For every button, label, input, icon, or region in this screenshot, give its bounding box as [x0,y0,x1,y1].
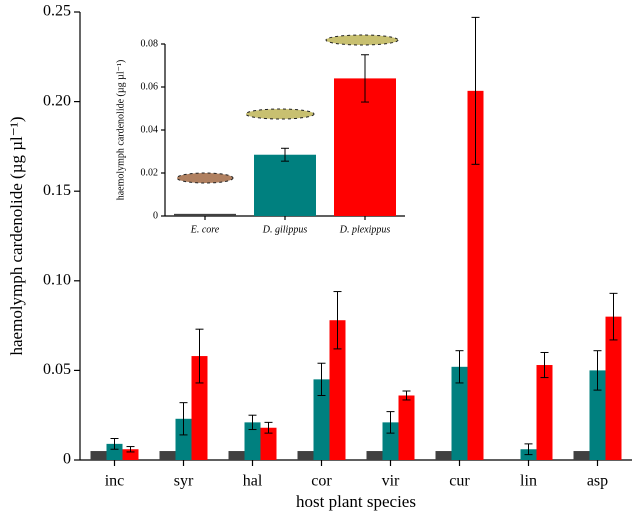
bar [589,370,606,460]
bar [159,451,176,460]
bar [297,451,314,460]
error-bar [471,16,480,165]
bar [398,395,415,460]
error-bar [524,443,533,456]
bar [260,427,277,460]
x-tick-label: syr [174,473,194,490]
x-tick-label: inc [105,473,125,490]
x-tick-label: asp [587,473,608,490]
y-axis-label: haemolymph cardenolide (µg µl⁻¹) [115,60,126,201]
error-bar [264,421,273,434]
caterpillar-illustration [176,172,234,184]
bar [573,451,590,460]
main-chart: 0 0.05 0.10 0.15 0.20 0.25 haemolymph cardenol… [7,3,632,511]
y-tick-label: 0.08 [141,38,159,49]
x-axis-label: host plant species [296,492,416,511]
caterpillar-illustration [325,34,399,46]
error-bar [317,362,326,396]
y-tick-label: 0 [153,210,158,221]
bar [329,320,346,460]
y-axis-label: haemolymph cardenolide (µg µl⁻¹) [7,116,26,355]
y-tick-label: 0.20 [43,92,71,109]
error-bar [455,350,464,384]
caterpillar-illustration [245,108,315,120]
y-tick-label: 0.06 [141,81,159,92]
bar [244,422,261,460]
x-tick-label: lin [520,473,537,490]
error-bar [281,147,289,162]
inset-chart: 0 0.02 0.04 0.06 0.08 haemolymph cardenolide … [105,30,407,246]
x-tick-label: cur [449,473,470,490]
x-tick-label: E. core [190,224,220,235]
bar [382,422,399,460]
y-tick-label: 0.25 [43,3,71,20]
bar [435,451,452,460]
bar [106,443,123,460]
bar [228,451,245,460]
y-tick-label: 0.02 [141,167,159,178]
error-bar [540,351,549,379]
x-tick-label: hal [243,473,263,490]
error-bar [402,390,411,401]
bar [366,451,383,460]
bar [605,316,622,460]
error-bar [110,437,119,450]
x-tick-label: D. plexippus [339,224,391,235]
error-bar [195,328,204,384]
error-bar [361,54,369,103]
bar [451,366,468,460]
y-tick-label: 0.10 [43,271,71,288]
error-bar [179,402,188,436]
y-tick-label: 0 [63,451,71,468]
y-tick-label: 0.04 [141,124,159,135]
error-bar [126,446,135,453]
x-tick-label: cor [311,473,332,490]
bar [175,418,192,460]
error-bar [333,291,342,350]
bar [122,449,139,460]
error-bar [386,411,395,434]
bar [174,213,236,216]
error-bar [248,414,257,431]
error-bar [593,350,602,391]
x-tick-label: D. gilippus [262,224,308,235]
bar [191,356,208,460]
bar [313,379,330,460]
bar [254,154,316,216]
bar [90,451,107,460]
y-tick-label: 0.15 [43,182,71,199]
y-tick-label: 0.05 [43,361,71,378]
error-bar [609,292,618,341]
bar [536,365,553,460]
x-tick-label: vir [382,473,400,490]
bar [467,90,484,461]
